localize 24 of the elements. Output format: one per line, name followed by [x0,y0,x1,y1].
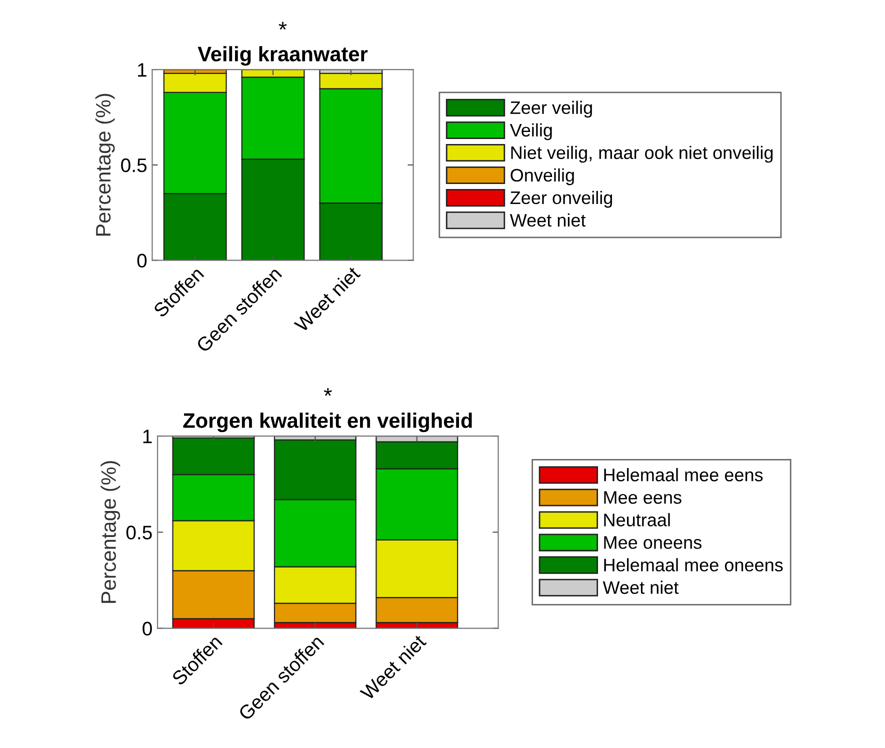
legend-label: Weet niet [602,580,679,594]
chart-title: Zorgen kwaliteit en veiligheid [183,412,472,432]
legend-label: Niet veilig, maar ook niet onveilig [511,146,773,163]
legend-label: Mee eens [604,491,682,504]
legend-label: Onveilig [510,168,574,186]
legend-label: Zeer veilig [510,100,592,118]
legend-label: Mee oneens [604,536,702,549]
y-axis-title: Percentage (%) [100,461,120,603]
y-tick-label: 0.5 [121,158,147,172]
y-tick-label: 1 [138,63,146,77]
legend-label: Weet niet [510,213,586,227]
y-tick-label: 0 [137,254,147,268]
y-axis-title: Percentage (%) [95,94,115,236]
legend-label: Helemaal mee oneens [604,558,783,572]
y-tick-label: 0 [142,622,152,636]
chart-title: Veilig kraanwater [198,46,368,66]
legend-label: Veilig [510,123,552,140]
legend-label: Neutraal [604,513,670,526]
legend-label: Zeer onveilig [510,190,612,208]
legend-label: Helemaal mee eens [604,468,763,482]
text: * [278,22,287,30]
y-tick-label: 0.5 [126,526,152,540]
text: * [324,388,332,396]
y-tick-label: 1 [143,430,152,444]
